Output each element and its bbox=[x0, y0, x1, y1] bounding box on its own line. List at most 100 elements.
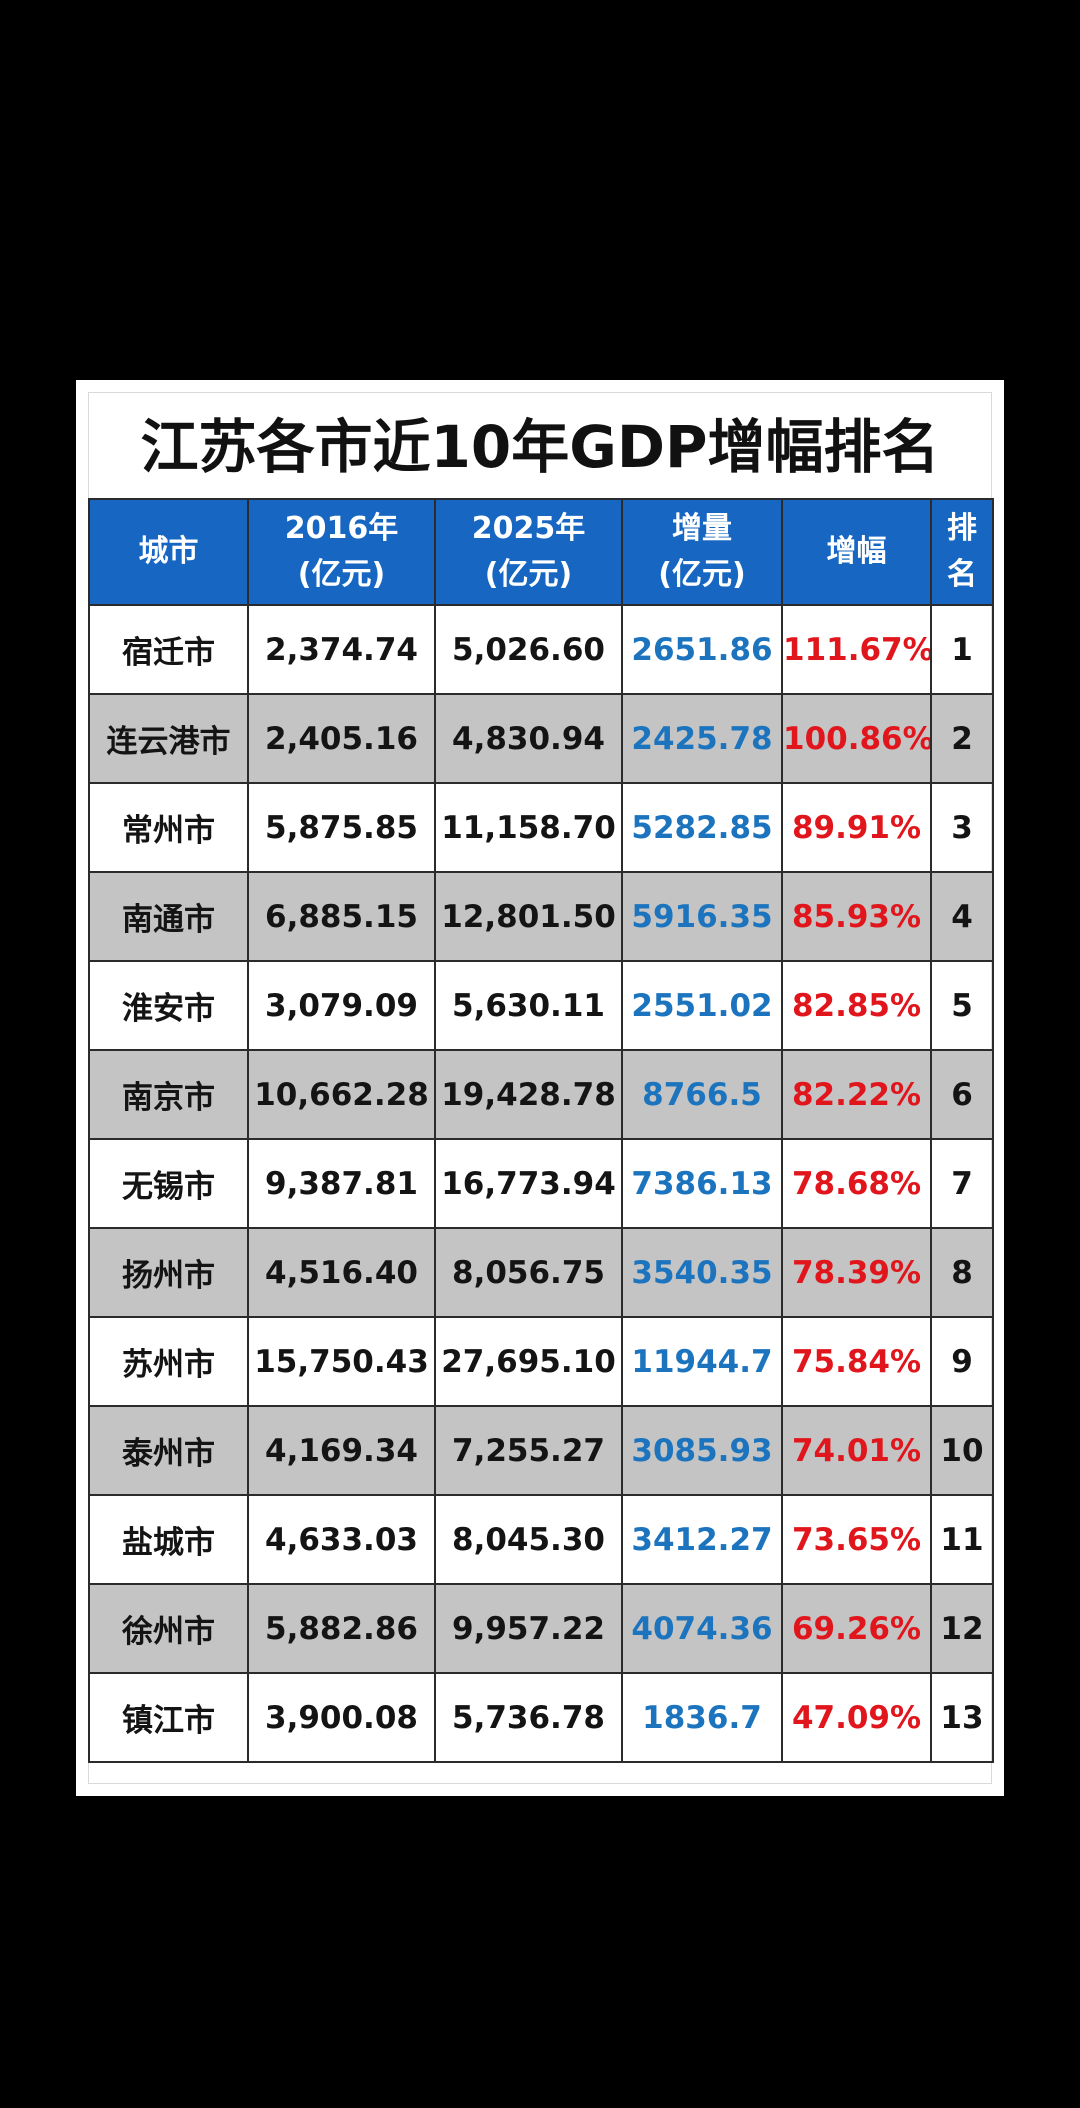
increase-cell: 11944.7 bbox=[621, 1316, 783, 1407]
rank-cell: 4 bbox=[930, 871, 994, 962]
city-cell: 无锡市 bbox=[88, 1138, 249, 1229]
growth-cell: 74.01% bbox=[781, 1405, 932, 1496]
city-cell: 镇江市 bbox=[88, 1672, 249, 1763]
table-row: 连云港市 2,405.16 4,830.94 2425.78 100.86% 2 bbox=[88, 693, 994, 784]
table-row: 徐州市 5,882.86 9,957.22 4074.36 69.26% 12 bbox=[88, 1583, 994, 1674]
gdp-2016-cell: 4,169.34 bbox=[247, 1405, 436, 1496]
table-row: 淮安市 3,079.09 5,630.11 2551.02 82.85% 5 bbox=[88, 960, 994, 1051]
header-increase: 增量 (亿元) bbox=[621, 498, 783, 606]
city-cell: 淮安市 bbox=[88, 960, 249, 1051]
gdp-2025-cell: 8,045.30 bbox=[434, 1494, 623, 1585]
gdp-2016-cell: 6,885.15 bbox=[247, 871, 436, 962]
increase-cell: 8766.5 bbox=[621, 1049, 783, 1140]
table-row: 扬州市 4,516.40 8,056.75 3540.35 78.39% 8 bbox=[88, 1227, 994, 1318]
table-row: 南通市 6,885.15 12,801.50 5916.35 85.93% 4 bbox=[88, 871, 994, 962]
rank-cell: 5 bbox=[930, 960, 994, 1051]
increase-cell: 5916.35 bbox=[621, 871, 783, 962]
rank-cell: 12 bbox=[930, 1583, 994, 1674]
gdp-table: 城市 2016年 (亿元) 2025年 (亿元) 增量 (亿元) 增幅 排名 宿迁市 2… bbox=[88, 498, 994, 1763]
city-cell: 徐州市 bbox=[88, 1583, 249, 1674]
increase-cell: 7386.13 bbox=[621, 1138, 783, 1229]
table-row: 南京市 10,662.28 19,428.78 8766.5 82.22% 6 bbox=[88, 1049, 994, 1140]
gdp-2016-cell: 10,662.28 bbox=[247, 1049, 436, 1140]
rank-cell: 2 bbox=[930, 693, 994, 784]
table-header-row: 城市 2016年 (亿元) 2025年 (亿元) 增量 (亿元) 增幅 排名 bbox=[88, 498, 994, 606]
city-cell: 宿迁市 bbox=[88, 604, 249, 695]
gdp-2025-cell: 7,255.27 bbox=[434, 1405, 623, 1496]
city-cell: 泰州市 bbox=[88, 1405, 249, 1496]
gdp-2016-cell: 5,875.85 bbox=[247, 782, 436, 873]
gdp-2016-cell: 3,900.08 bbox=[247, 1672, 436, 1763]
rank-cell: 6 bbox=[930, 1049, 994, 1140]
gdp-2025-cell: 4,830.94 bbox=[434, 693, 623, 784]
growth-cell: 82.22% bbox=[781, 1049, 932, 1140]
increase-cell: 2651.86 bbox=[621, 604, 783, 695]
gdp-2025-cell: 12,801.50 bbox=[434, 871, 623, 962]
increase-cell: 5282.85 bbox=[621, 782, 783, 873]
increase-cell: 1836.7 bbox=[621, 1672, 783, 1763]
increase-cell: 4074.36 bbox=[621, 1583, 783, 1674]
table-row: 宿迁市 2,374.74 5,026.60 2651.86 111.67% 1 bbox=[88, 604, 994, 695]
rank-cell: 7 bbox=[930, 1138, 994, 1229]
growth-cell: 69.26% bbox=[781, 1583, 932, 1674]
growth-cell: 82.85% bbox=[781, 960, 932, 1051]
rank-cell: 9 bbox=[930, 1316, 994, 1407]
gdp-2016-cell: 4,633.03 bbox=[247, 1494, 436, 1585]
rank-cell: 11 bbox=[930, 1494, 994, 1585]
table-row: 泰州市 4,169.34 7,255.27 3085.93 74.01% 10 bbox=[88, 1405, 994, 1496]
table-row: 苏州市 15,750.43 27,695.10 11944.7 75.84% 9 bbox=[88, 1316, 994, 1407]
gdp-2016-cell: 15,750.43 bbox=[247, 1316, 436, 1407]
rank-cell: 8 bbox=[930, 1227, 994, 1318]
increase-cell: 2551.02 bbox=[621, 960, 783, 1051]
table-row: 常州市 5,875.85 11,158.70 5282.85 89.91% 3 bbox=[88, 782, 994, 873]
header-2016: 2016年 (亿元) bbox=[247, 498, 436, 606]
increase-cell: 3085.93 bbox=[621, 1405, 783, 1496]
header-growth: 增幅 bbox=[781, 498, 932, 606]
growth-cell: 75.84% bbox=[781, 1316, 932, 1407]
gdp-2016-cell: 3,079.09 bbox=[247, 960, 436, 1051]
gdp-2025-cell: 5,736.78 bbox=[434, 1672, 623, 1763]
gdp-2016-cell: 9,387.81 bbox=[247, 1138, 436, 1229]
growth-cell: 73.65% bbox=[781, 1494, 932, 1585]
header-2025: 2025年 (亿元) bbox=[434, 498, 623, 606]
growth-cell: 78.68% bbox=[781, 1138, 932, 1229]
gdp-2016-cell: 4,516.40 bbox=[247, 1227, 436, 1318]
growth-cell: 89.91% bbox=[781, 782, 932, 873]
increase-cell: 2425.78 bbox=[621, 693, 783, 784]
rank-cell: 10 bbox=[930, 1405, 994, 1496]
page-title: 江苏各市近10年GDP增幅排名 bbox=[140, 413, 940, 481]
rank-cell: 13 bbox=[930, 1672, 994, 1763]
increase-cell: 3540.35 bbox=[621, 1227, 783, 1318]
rank-cell: 3 bbox=[930, 782, 994, 873]
city-cell: 扬州市 bbox=[88, 1227, 249, 1318]
growth-cell: 85.93% bbox=[781, 871, 932, 962]
growth-cell: 111.67% bbox=[781, 604, 932, 695]
gdp-2025-cell: 5,630.11 bbox=[434, 960, 623, 1051]
gdp-2025-cell: 8,056.75 bbox=[434, 1227, 623, 1318]
header-rank: 排名 bbox=[930, 498, 994, 606]
gdp-2025-cell: 27,695.10 bbox=[434, 1316, 623, 1407]
gdp-2025-cell: 16,773.94 bbox=[434, 1138, 623, 1229]
city-cell: 常州市 bbox=[88, 782, 249, 873]
gdp-2016-cell: 2,374.74 bbox=[247, 604, 436, 695]
table-card: 江苏各市近10年GDP增幅排名 城市 2016年 (亿元) 2025年 (亿元) 增… bbox=[76, 380, 1004, 1796]
rank-cell: 1 bbox=[930, 604, 994, 695]
gdp-2025-cell: 5,026.60 bbox=[434, 604, 623, 695]
gdp-2016-cell: 2,405.16 bbox=[247, 693, 436, 784]
growth-cell: 100.86% bbox=[781, 693, 932, 784]
city-cell: 南通市 bbox=[88, 871, 249, 962]
gdp-2025-cell: 11,158.70 bbox=[434, 782, 623, 873]
gdp-2016-cell: 5,882.86 bbox=[247, 1583, 436, 1674]
table-row: 盐城市 4,633.03 8,045.30 3412.27 73.65% 11 bbox=[88, 1494, 994, 1585]
city-cell: 连云港市 bbox=[88, 693, 249, 784]
table-row: 无锡市 9,387.81 16,773.94 7386.13 78.68% 7 bbox=[88, 1138, 994, 1229]
growth-cell: 78.39% bbox=[781, 1227, 932, 1318]
gdp-2025-cell: 19,428.78 bbox=[434, 1049, 623, 1140]
city-cell: 苏州市 bbox=[88, 1316, 249, 1407]
city-cell: 盐城市 bbox=[88, 1494, 249, 1585]
table-row: 镇江市 3,900.08 5,736.78 1836.7 47.09% 13 bbox=[88, 1672, 994, 1763]
city-cell: 南京市 bbox=[88, 1049, 249, 1140]
growth-cell: 47.09% bbox=[781, 1672, 932, 1763]
increase-cell: 3412.27 bbox=[621, 1494, 783, 1585]
